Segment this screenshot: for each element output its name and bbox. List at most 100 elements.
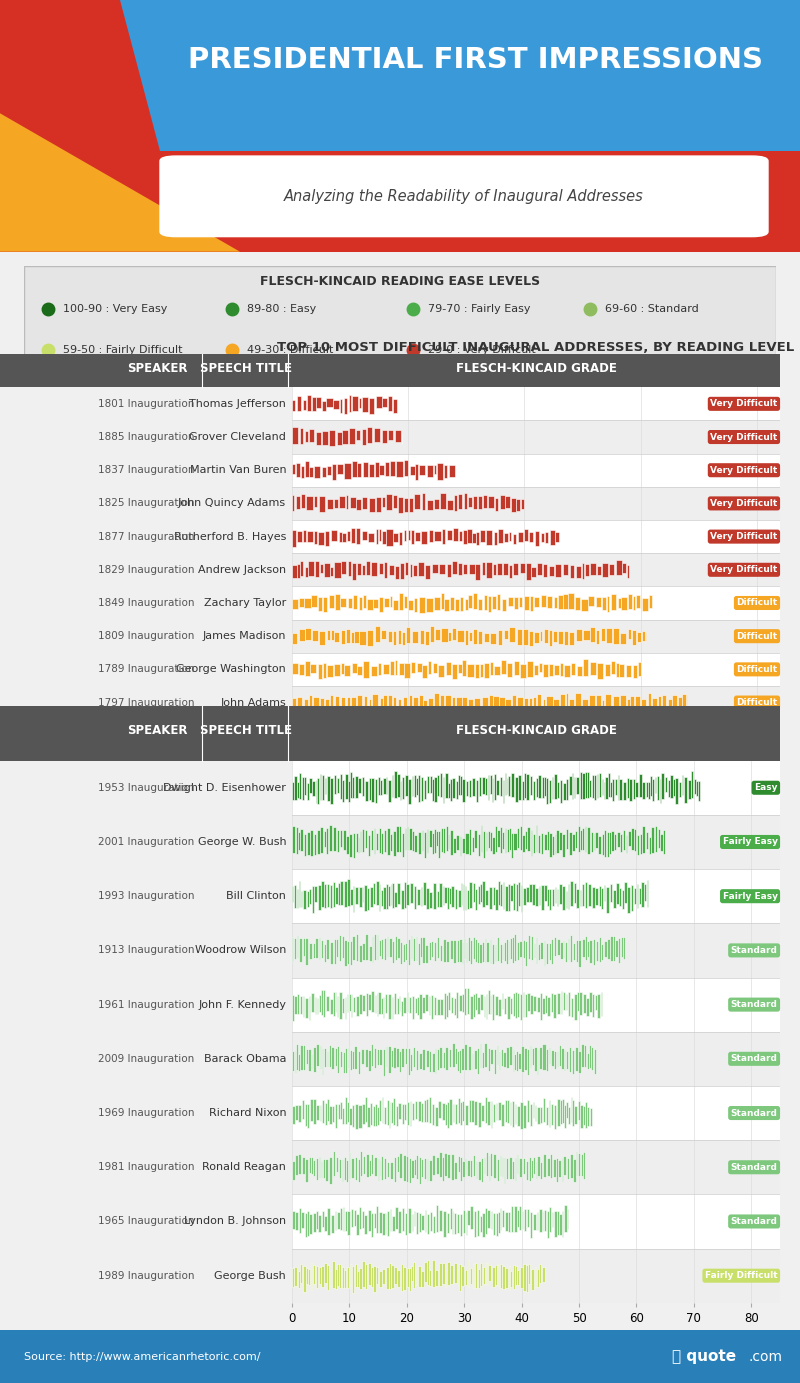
Bar [487,1261,488,1285]
Bar [615,940,618,957]
Bar [557,1099,559,1126]
Bar [470,1206,474,1229]
Bar [304,599,310,609]
Bar [427,776,430,794]
Bar [460,1214,462,1236]
Bar [356,499,361,510]
Bar [601,992,602,1017]
Bar [358,887,362,907]
Bar [439,1210,442,1231]
Bar [322,990,323,1015]
Bar [385,994,387,1014]
Bar [520,563,525,573]
Bar [459,1264,461,1290]
Bar [590,1108,592,1126]
Bar [455,599,459,611]
Text: 1885 Inauguration: 1885 Inauguration [98,431,194,443]
Bar [353,595,358,610]
Text: Standard: Standard [730,1217,778,1225]
Bar [462,942,463,964]
Bar [421,1271,424,1288]
Bar [473,629,477,644]
Bar [374,996,376,1012]
Text: 1797 Inauguration: 1797 Inauguration [98,697,194,708]
Bar [329,826,332,851]
Bar [534,632,538,643]
Bar [352,1265,354,1293]
Bar [610,783,612,798]
Bar [405,1048,407,1064]
Bar [331,1047,334,1069]
Bar [494,1155,496,1178]
Bar [326,939,329,958]
Bar [389,885,390,906]
Bar [578,1153,581,1177]
Bar [329,1106,332,1124]
Bar [326,996,329,1011]
Bar [374,1158,377,1176]
Bar [376,496,382,512]
Bar [519,1159,522,1177]
Bar [486,1152,488,1176]
Bar [558,783,559,798]
Bar [557,939,559,956]
Bar [454,1104,458,1124]
Bar [358,777,362,794]
Bar [536,779,538,797]
Bar [594,994,597,1010]
Bar [390,884,392,906]
Bar [298,1153,302,1174]
Bar [506,1158,509,1178]
Bar [533,996,536,1011]
Bar [579,772,582,798]
Bar [322,776,325,799]
Bar [552,837,554,855]
Bar [440,696,444,711]
Bar [371,830,374,851]
Bar [407,939,410,965]
Bar [379,1050,382,1065]
Bar [517,629,522,644]
Bar [388,430,393,440]
Bar [604,781,605,799]
Bar [522,1046,524,1072]
Text: 1989 Inauguration: 1989 Inauguration [98,1271,194,1281]
Bar [533,1102,534,1117]
Bar [402,697,407,709]
Text: Very Difficult: Very Difficult [710,400,778,408]
Bar [534,1158,535,1174]
Bar [469,830,470,855]
Bar [495,996,498,1015]
Bar [460,1158,462,1181]
Bar [510,1102,511,1126]
Bar [362,397,368,412]
Bar [478,887,480,904]
Bar [292,1086,780,1140]
Bar [455,1048,457,1064]
Bar [564,631,568,644]
Bar [299,996,302,1014]
Bar [359,994,362,1014]
Bar [454,999,456,1015]
Bar [359,398,362,408]
Bar [324,831,326,848]
Bar [365,781,368,801]
Bar [513,938,514,964]
Bar [318,532,324,545]
Bar [489,694,493,711]
Bar [469,632,472,642]
Text: Ⓠ quote: Ⓠ quote [672,1350,736,1364]
Bar [586,999,589,1017]
Bar [326,828,329,855]
Bar [434,499,439,509]
Bar [486,889,488,904]
Bar [549,566,554,575]
Bar [433,1217,435,1232]
Bar [531,1268,534,1290]
Bar [394,430,401,443]
Bar [534,1214,537,1231]
Bar [540,993,542,1019]
Bar [461,1102,462,1124]
Bar [292,632,298,644]
Bar [517,993,519,1017]
